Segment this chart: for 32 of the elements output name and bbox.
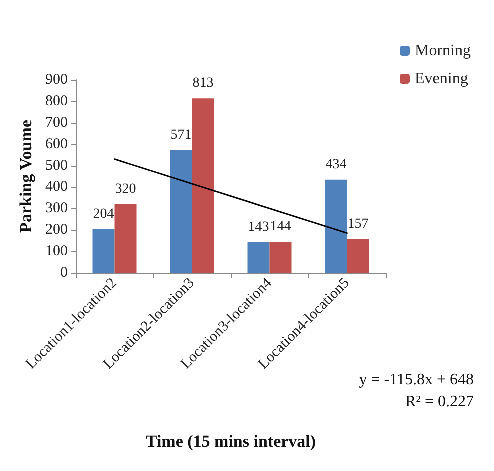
bar <box>248 242 270 273</box>
y-tick-label: 0 <box>60 265 68 281</box>
data-label: 434 <box>326 157 347 172</box>
y-tick-label: 700 <box>46 114 68 131</box>
y-axis-title: Parking Voume <box>16 120 36 233</box>
y-tick-label: 100 <box>46 244 68 260</box>
data-label: 320 <box>115 182 136 197</box>
bar <box>192 98 214 273</box>
y-tick-label: 600 <box>46 136 68 152</box>
legend-label: Morning <box>415 42 471 60</box>
text: R² = 0.227 <box>406 394 474 410</box>
bar <box>270 242 292 273</box>
y-tick-label: 200 <box>46 222 68 238</box>
data-label: 204 <box>93 206 114 222</box>
data-label: 813 <box>192 76 214 92</box>
bar <box>325 180 348 273</box>
text: y = -115.8x + 648 <box>359 372 474 388</box>
y-tick-label: 800 <box>46 93 68 110</box>
bar <box>92 229 115 273</box>
data-label: 157 <box>348 216 369 232</box>
x-axis-title: Time (15 mins interval) <box>146 432 316 451</box>
y-tick-label: 400 <box>46 179 68 196</box>
y-tick-label: 900 <box>46 72 68 88</box>
y-tick-label: 500 <box>46 158 68 174</box>
bar <box>170 150 192 273</box>
data-label: 143 <box>248 220 270 235</box>
data-label: 571 <box>170 128 192 144</box>
data-label: 144 <box>270 220 292 235</box>
bar <box>114 204 137 273</box>
bar <box>347 239 370 273</box>
y-tick-label: 300 <box>46 200 68 217</box>
legend-label: Evening <box>415 70 468 88</box>
